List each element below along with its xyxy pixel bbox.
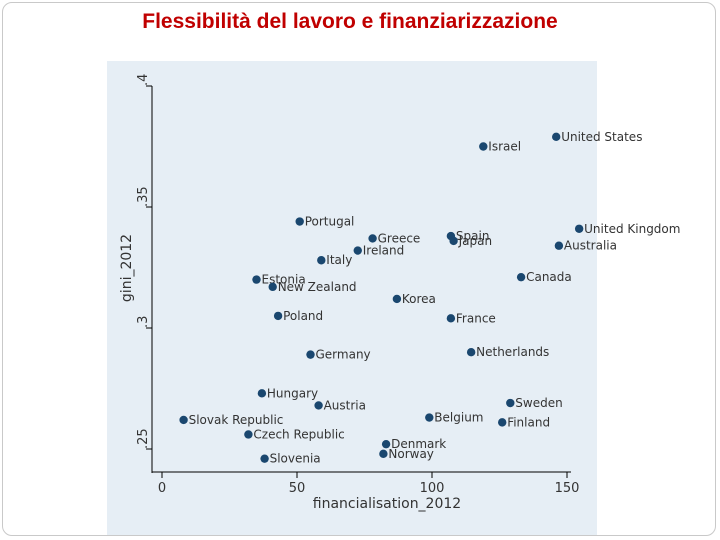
data-point [506, 398, 515, 408]
point-label: Spain [456, 229, 490, 243]
point-label: Italy [326, 253, 352, 267]
point-label: Ireland [363, 244, 405, 258]
data-point [314, 401, 323, 410]
y-axis-label: gini_2012 [119, 234, 135, 302]
point-label: Korea [402, 292, 436, 306]
data-point [552, 132, 561, 142]
x-axis-label: financialisation_2012 [313, 496, 461, 512]
point-label: Germany [316, 348, 371, 362]
data-point [466, 348, 476, 357]
point-label: Slovenia [270, 452, 321, 466]
y-tick-label: .4 [136, 74, 151, 86]
data-point [244, 430, 253, 439]
data-point [368, 234, 377, 243]
y-tick-label: .3 [136, 316, 151, 328]
point-label: Finland [507, 415, 550, 429]
point-label: France [456, 311, 496, 325]
y-tick-label: .35 [136, 186, 151, 207]
x-tick-label: 100 [420, 481, 445, 496]
data-point [260, 454, 269, 463]
data-point [252, 275, 261, 284]
y-tick-label: .25 [136, 428, 151, 449]
data-point [268, 282, 277, 292]
data-point [295, 217, 304, 226]
data-point [574, 224, 584, 233]
data-point [273, 311, 283, 321]
data-point [379, 449, 388, 459]
point-label: Netherlands [476, 345, 549, 359]
point-label: Denmark [391, 437, 446, 451]
point-label: Israel [488, 140, 521, 154]
data-point [392, 294, 402, 304]
chart-title: Flessibilità del lavoro e finanziarizzaz… [142, 10, 558, 33]
data-point [317, 256, 326, 265]
point-label: Japan [458, 234, 492, 248]
point-label: Sweden [515, 396, 562, 410]
data-point [353, 246, 362, 255]
point-label: Canada [526, 270, 572, 284]
point-label: Poland [283, 309, 323, 323]
point-label: Norway [388, 447, 434, 461]
x-tick-label: 150 [555, 481, 580, 496]
data-point [498, 418, 507, 427]
data-point [479, 142, 488, 151]
point-label: Belgium [434, 411, 483, 425]
data-point [446, 314, 456, 323]
data-point [449, 236, 458, 246]
data-point [554, 241, 564, 250]
data-point [179, 415, 188, 425]
x-tick-label: 0 [158, 481, 166, 496]
plot-background [107, 61, 597, 535]
point-label: United States [561, 130, 642, 144]
point-label: New Zealand [278, 280, 357, 294]
point-label: Hungary [267, 386, 318, 400]
point-label: United Kingdom [584, 222, 680, 236]
data-point [306, 350, 315, 359]
point-label: Portugal [305, 215, 355, 229]
axes: 0 50 100 150 .25 .3 .35 .4 [136, 74, 579, 496]
x-tick-label: 50 [289, 481, 306, 496]
data-point [257, 389, 267, 398]
data-point [381, 439, 391, 449]
point-label: Australia [564, 239, 617, 253]
point-label: Greece [378, 231, 421, 245]
point-label: Austria [324, 398, 366, 412]
point-label: Slovak Republic [189, 413, 284, 427]
point-label: Czech Republic [253, 427, 344, 441]
data-points: United States Israel Portugal United Kingdo… [179, 130, 680, 466]
data-point [516, 272, 526, 282]
data-point [425, 413, 434, 422]
